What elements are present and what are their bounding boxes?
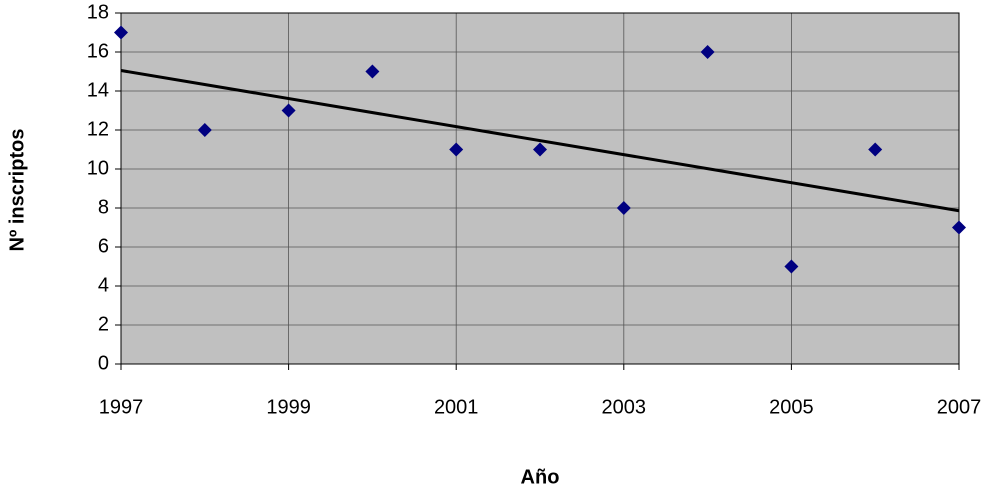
x-tick-label: 2007: [937, 396, 982, 418]
data-point: [700, 45, 715, 59]
data-point: [197, 123, 212, 137]
data-point: [114, 25, 128, 40]
x-tick-label: 2005: [769, 396, 814, 418]
x-axis-title: Año: [521, 466, 560, 488]
data-point: [365, 64, 380, 79]
data-point: [533, 142, 547, 157]
data-point: [868, 142, 883, 157]
y-tick-label: 6: [98, 235, 109, 257]
x-tick-label: 2001: [434, 396, 479, 418]
data-point: [616, 201, 631, 215]
y-tick-label: 4: [98, 274, 109, 296]
y-tick-label: 10: [87, 157, 109, 179]
data-point: [784, 259, 799, 274]
y-tick-label: 14: [87, 79, 109, 101]
y-tick-label: 16: [87, 40, 109, 62]
x-tick-label: 2003: [602, 396, 647, 418]
data-point: [952, 220, 966, 235]
y-tick-label: 8: [98, 196, 109, 218]
y-tick-label: 12: [87, 118, 109, 140]
plot-border: [120, 12, 960, 365]
y-tick-label: 18: [87, 1, 109, 23]
y-tick-label: 2: [98, 313, 109, 335]
x-tick-label: 1999: [266, 396, 311, 418]
trend-line: [120, 69, 960, 213]
data-point: [449, 142, 464, 157]
data-point: [281, 103, 296, 118]
y-axis-title: Nº inscriptos: [6, 129, 28, 252]
x-tick-label: 1997: [99, 396, 144, 418]
y-tick-label: 0: [98, 352, 109, 374]
